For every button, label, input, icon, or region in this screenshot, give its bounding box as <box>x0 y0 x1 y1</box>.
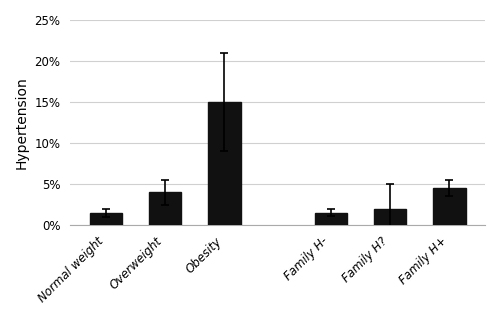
Bar <box>90 213 122 225</box>
Bar <box>314 213 348 225</box>
Bar <box>149 192 182 225</box>
Bar <box>208 102 240 225</box>
Bar <box>374 209 406 225</box>
Bar <box>433 188 466 225</box>
Y-axis label: Hypertension: Hypertension <box>15 76 29 169</box>
